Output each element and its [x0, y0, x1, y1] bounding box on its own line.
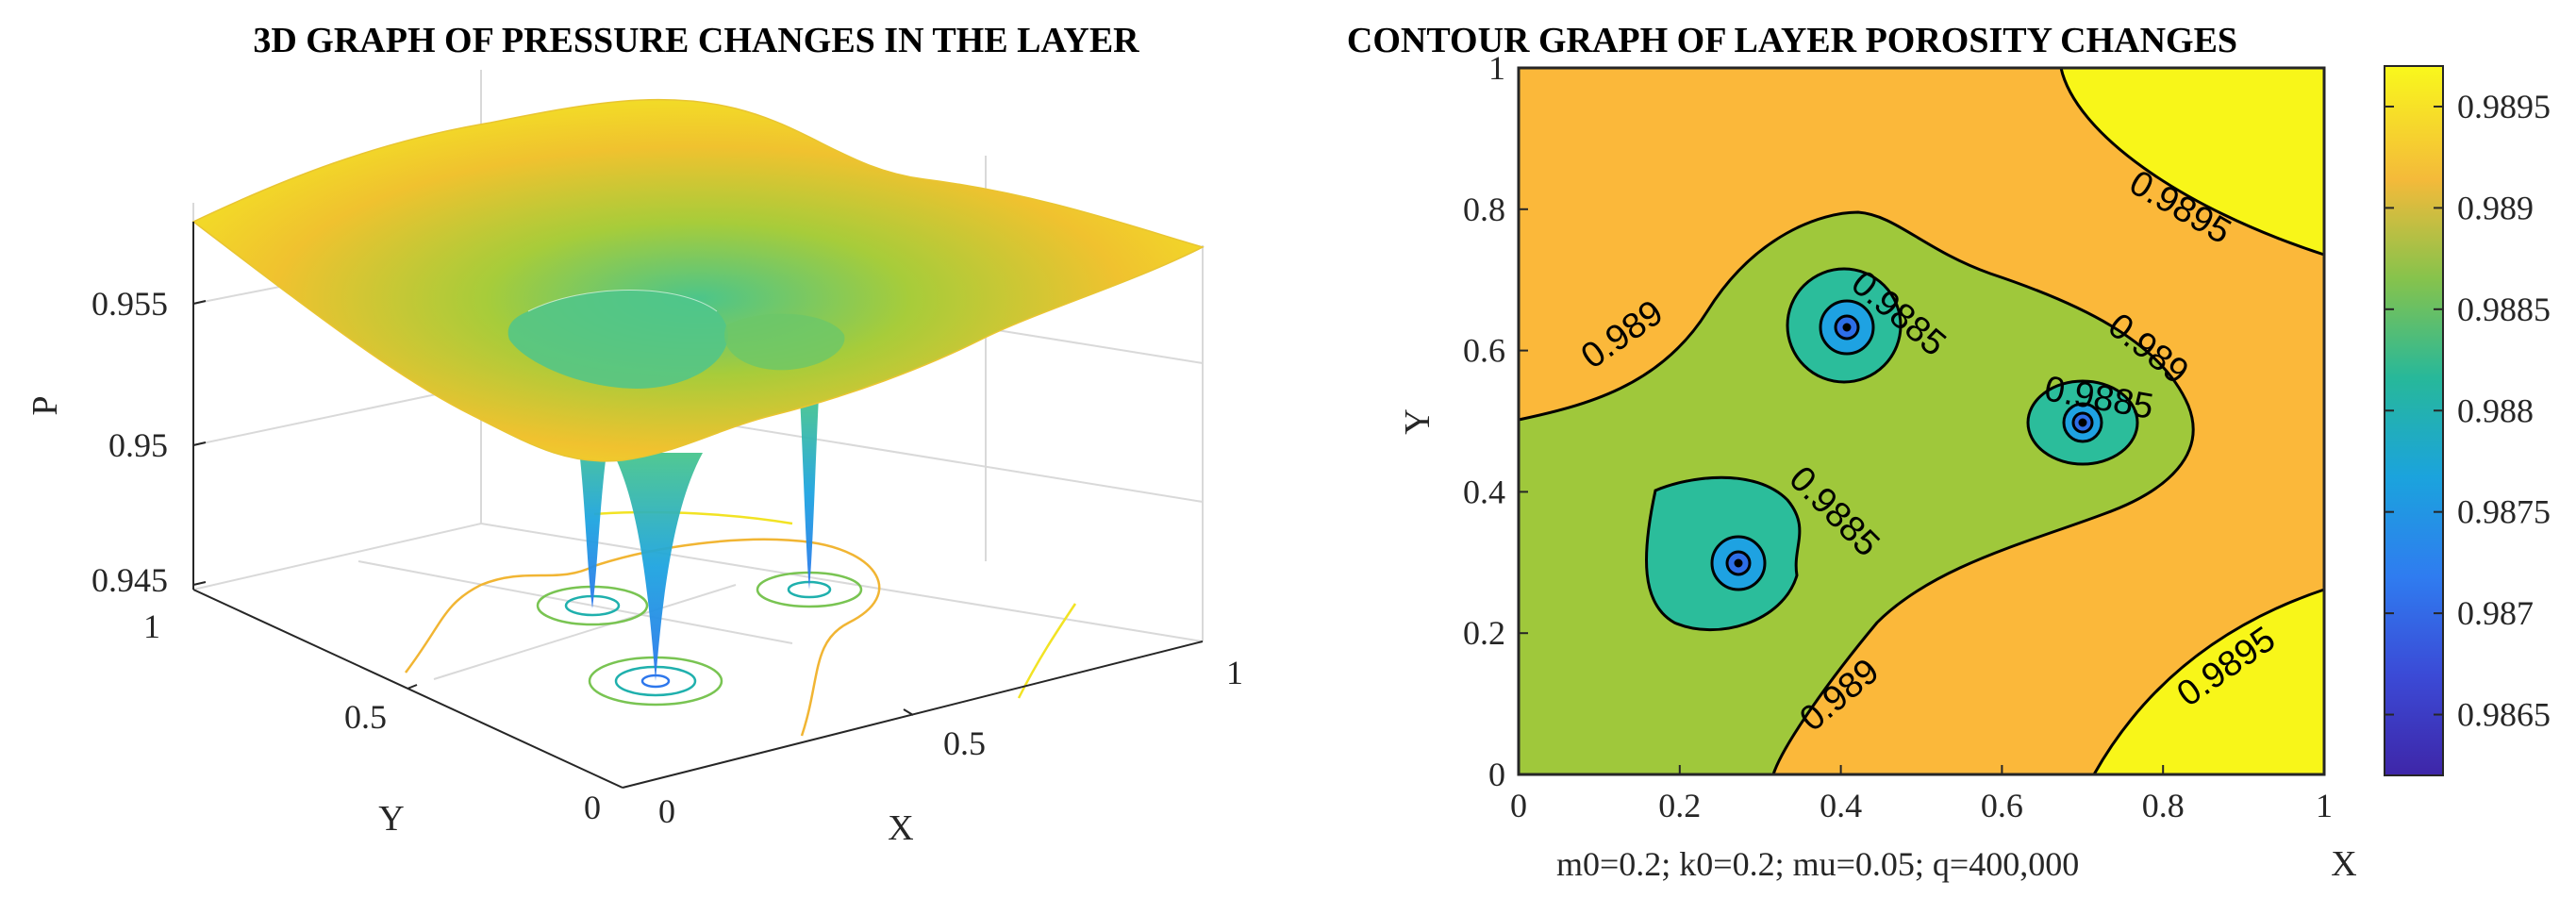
contour-panel: CONTOUR GRAPH OF LAYER POROSITY CHANGES	[1347, 21, 2551, 884]
colorbar: 0.9865 0.987 0.9875 0.988 0.9885 0.989 0.9895	[2384, 65, 2551, 776]
contour-ticks: 0 0.2 0.4 0.6 0.8 1 0 0.2 0.4 0.6 0.8 1	[1463, 49, 2333, 824]
3d-tick-labels: 0.955 0.95 0.945 1 0.5 0 0 0.5 1	[91, 285, 1243, 830]
z-axis-label: P	[25, 395, 65, 415]
contour-x-tick-label: 0.4	[1820, 787, 1862, 824]
contour-y-tick-label: 1	[1488, 49, 1505, 87]
colorbar-tick-label: 0.9865	[2457, 696, 2551, 734]
pressure-surface	[191, 98, 1205, 462]
y-tick-0: 0	[584, 789, 601, 826]
contour-y-tick-label: 0	[1488, 756, 1505, 793]
contour-x-tick-label: 0	[1510, 787, 1527, 824]
contour-y-label: Y	[1398, 408, 1438, 434]
colorbar-tick-label: 0.988	[2457, 391, 2534, 429]
contour-x-tick-label: 0.8	[2142, 787, 2185, 824]
y-axis-label-3d: Y	[378, 799, 404, 839]
x-tick-05: 0.5	[943, 724, 986, 762]
contour-y-tick-label: 0.2	[1463, 614, 1505, 652]
contour-x-tick-label: 0.2	[1658, 787, 1701, 824]
z-tick-0955: 0.955	[91, 285, 168, 323]
x-tick-1: 1	[1226, 654, 1243, 691]
colorbar-tick-label: 0.9895	[2457, 88, 2551, 125]
contour-y-tick-label: 0.4	[1463, 473, 1505, 510]
colorbar-ticks: 0.9865 0.987 0.9875 0.988 0.9885 0.989 0.9895	[2385, 88, 2551, 734]
contour-axes-box	[1517, 66, 2326, 776]
pressure-cones	[577, 396, 819, 681]
colorbar-gradient	[2384, 65, 2444, 776]
colorbar-tick-label: 0.9875	[2457, 493, 2551, 531]
colorbar-tick-label: 0.987	[2457, 594, 2534, 632]
contour-lines	[1518, 67, 2325, 775]
contour-fills	[1519, 68, 2324, 774]
y-tick-05: 0.5	[344, 698, 387, 736]
contour-x-label: X	[2331, 844, 2356, 884]
contour-x-tick-label: 0.6	[1981, 787, 2023, 824]
parameter-note: m0=0.2; k0=0.2; mu=0.05; q=400,000	[1556, 845, 2079, 883]
colorbar-tick-label: 0.989	[2457, 189, 2534, 226]
surface-3d-panel: 3D GRAPH OF PRESSURE CHANGES IN THE LAYE…	[25, 21, 1243, 848]
chart-title-contour: CONTOUR GRAPH OF LAYER POROSITY CHANGES	[1347, 21, 2237, 60]
contour-y-tick-label: 0.6	[1463, 332, 1505, 370]
x-tick-0: 0	[658, 792, 675, 830]
y-tick-1: 1	[143, 607, 160, 645]
contour-x-tick-label: 1	[2316, 787, 2333, 824]
3d-front-axes	[192, 222, 1204, 789]
chart-title-3d: 3D GRAPH OF PRESSURE CHANGES IN THE LAYE…	[253, 21, 1139, 60]
colorbar-tick-label: 0.9885	[2457, 291, 2551, 328]
floor-contours	[405, 510, 1077, 737]
z-tick-095: 0.95	[108, 426, 168, 464]
z-tick-0945: 0.945	[91, 561, 168, 599]
x-axis-label-3d: X	[888, 808, 913, 848]
contour-y-tick-label: 0.8	[1463, 191, 1505, 228]
